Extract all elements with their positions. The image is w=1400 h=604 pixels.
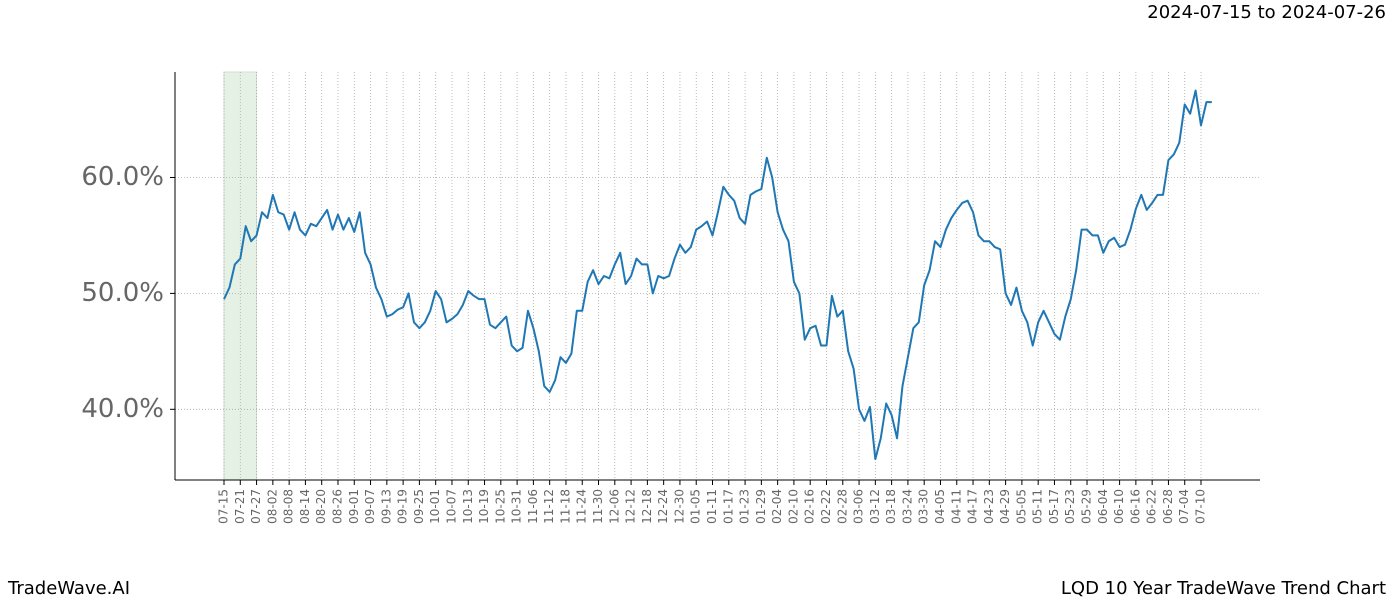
x-tick-label: 02-22 (819, 489, 833, 524)
x-tick-label: 04-29 (998, 489, 1012, 524)
x-tick-label: 12-30 (672, 489, 686, 524)
x-tick-label: 09-25 (412, 489, 426, 524)
x-tick-label: 02-10 (786, 489, 800, 524)
x-tick-label: 10-01 (428, 489, 442, 524)
x-tick-label: 08-02 (265, 489, 279, 524)
x-tick-label: 10-19 (477, 489, 491, 524)
x-tick-label: 06-16 (1128, 489, 1142, 524)
x-tick-label: 07-15 (217, 489, 231, 524)
x-tick-label: 10-13 (461, 489, 475, 524)
x-tick-label: 06-22 (1145, 489, 1159, 524)
x-tick-label: 12-12 (624, 489, 638, 524)
x-tick-label: 05-29 (1080, 489, 1094, 524)
x-tick-label: 02-28 (835, 489, 849, 524)
x-tick-label: 03-18 (884, 489, 898, 524)
x-tick-label: 09-07 (363, 489, 377, 524)
x-tick-label: 10-07 (444, 489, 458, 524)
x-tick-label: 10-25 (493, 489, 507, 524)
x-tick-label: 07-21 (233, 489, 247, 524)
chart-title: LQD 10 Year TradeWave Trend Chart (1061, 578, 1386, 599)
y-tick-label: 50.0% (81, 278, 164, 308)
x-tick-label: 06-04 (1096, 489, 1110, 524)
x-tick-label: 05-11 (1031, 489, 1045, 524)
brand: TradeWave.AI (7, 578, 130, 599)
x-tick-label: 05-17 (1047, 489, 1061, 524)
x-tick-label: 03-12 (868, 489, 882, 524)
x-tick-label: 09-19 (396, 489, 410, 524)
y-tick-label: 40.0% (81, 394, 164, 424)
x-tick-label: 01-23 (738, 489, 752, 524)
x-tick-label: 04-17 (966, 489, 980, 524)
x-tick-label: 05-05 (1014, 489, 1028, 524)
x-tick-label: 09-13 (379, 489, 393, 524)
x-tick-label: 03-30 (917, 489, 931, 524)
x-tick-label: 09-01 (347, 489, 361, 524)
x-tick-label: 08-26 (330, 489, 344, 524)
x-tick-label: 07-27 (249, 489, 263, 524)
x-tick-label: 01-29 (754, 489, 768, 524)
x-tick-label: 04-11 (949, 489, 963, 524)
x-tick-label: 07-04 (1177, 489, 1191, 524)
x-tick-label: 02-16 (803, 489, 817, 524)
x-tick-label: 11-12 (542, 489, 556, 524)
x-tick-label: 01-11 (705, 489, 719, 524)
x-tick-label: 10-31 (510, 489, 524, 524)
x-tick-label: 01-05 (689, 489, 703, 524)
x-tick-label: 04-05 (933, 489, 947, 524)
x-tick-label: 12-06 (607, 489, 621, 524)
x-tick-label: 11-06 (526, 489, 540, 524)
trend-line (223, 89, 1212, 461)
x-tick-label: 11-24 (575, 489, 589, 524)
x-tick-label: 08-08 (282, 489, 296, 524)
x-tick-label: 06-28 (1161, 489, 1175, 524)
x-tick-label: 08-20 (314, 489, 328, 524)
x-tick-label: 05-23 (1063, 489, 1077, 524)
x-tick-label: 07-10 (1194, 489, 1208, 524)
x-tick-label: 08-14 (298, 489, 312, 524)
x-tick-label: 01-17 (721, 489, 735, 524)
x-tick-label: 04-23 (982, 489, 996, 524)
x-tick-label: 11-30 (591, 489, 605, 524)
x-tick-label: 12-18 (640, 489, 654, 524)
date-range: 2024-07-15 to 2024-07-26 (1147, 2, 1386, 23)
x-tick-label: 02-04 (770, 489, 784, 524)
y-tick-label: 60.0% (81, 162, 164, 192)
x-tick-label: 06-10 (1112, 489, 1126, 524)
x-tick-label: 11-18 (558, 489, 572, 524)
x-tick-label: 12-24 (656, 489, 670, 524)
x-tick-label: 03-06 (852, 489, 866, 524)
x-tick-label: 03-24 (900, 489, 914, 524)
